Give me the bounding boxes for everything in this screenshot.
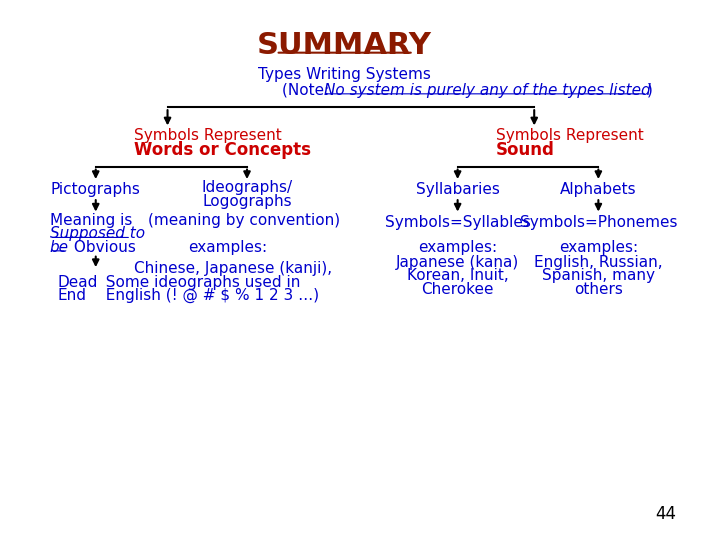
- Text: Symbols=Syllables: Symbols=Syllables: [384, 214, 531, 230]
- Text: Alphabets: Alphabets: [560, 182, 636, 197]
- Text: End: End: [58, 288, 86, 303]
- Text: Ideographs/: Ideographs/: [202, 180, 292, 195]
- Text: examples:: examples:: [418, 240, 498, 254]
- Text: Logographs: Logographs: [202, 193, 292, 208]
- Text: Dead: Dead: [58, 275, 98, 290]
- Text: (meaning by convention): (meaning by convention): [148, 213, 341, 228]
- Text: English, Russian,: English, Russian,: [534, 255, 662, 270]
- Text: English (! @ # $ % 1 2 3 …): English (! @ # $ % 1 2 3 …): [96, 288, 319, 303]
- Text: Cherokee: Cherokee: [421, 282, 494, 296]
- Text: Syllabaries: Syllabaries: [415, 182, 500, 197]
- Text: Symbols Represent: Symbols Represent: [134, 129, 282, 144]
- Text: Supposed to: Supposed to: [50, 226, 145, 241]
- Text: Korean, Inuit,: Korean, Inuit,: [407, 268, 508, 284]
- Text: Pictographs: Pictographs: [51, 182, 140, 197]
- Text: Spanish, many: Spanish, many: [542, 268, 655, 284]
- Text: Sound: Sound: [496, 141, 555, 159]
- Text: examples:: examples:: [559, 240, 638, 254]
- Text: be: be: [50, 240, 69, 254]
- Text: Some ideographs used in: Some ideographs used in: [96, 275, 300, 290]
- Text: Symbols Represent: Symbols Represent: [496, 129, 644, 144]
- Text: SUMMARY: SUMMARY: [257, 31, 432, 59]
- Text: examples:: examples:: [188, 240, 267, 254]
- Text: Japanese (kana): Japanese (kana): [396, 255, 519, 270]
- Text: Words or Concepts: Words or Concepts: [134, 141, 311, 159]
- Text: (Note:: (Note:: [282, 83, 335, 98]
- Text: No system is purely any of the types listed: No system is purely any of the types lis…: [323, 83, 650, 98]
- Text: 44: 44: [655, 505, 676, 523]
- Text: ): ): [647, 83, 653, 98]
- Text: Obvious: Obvious: [69, 240, 136, 254]
- Text: Symbols=Phonemes: Symbols=Phonemes: [520, 214, 677, 230]
- Text: Meaning is: Meaning is: [50, 213, 132, 228]
- Text: Chinese, Japanese (kanji),: Chinese, Japanese (kanji),: [134, 261, 332, 275]
- Text: others: others: [574, 282, 623, 296]
- Text: Types Writing Systems: Types Writing Systems: [258, 67, 431, 82]
